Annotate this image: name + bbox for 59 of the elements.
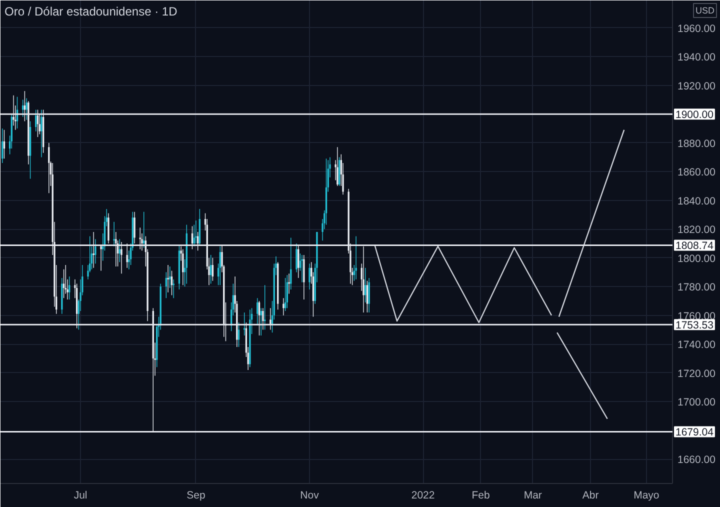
chart-title: Oro / Dólar estadounidense · 1D xyxy=(4,4,178,18)
x-tick-label: Nov xyxy=(300,490,320,502)
candlestick xyxy=(210,254,212,284)
y-tick-label: 1700.00 xyxy=(678,396,716,409)
ref-line-label: 1900.00 xyxy=(676,109,714,122)
y-tick-label: 1720.00 xyxy=(678,368,716,380)
candlestick xyxy=(260,308,262,336)
x-tick-label: Abr xyxy=(582,490,600,502)
x-tick-label: Sep xyxy=(186,490,206,502)
candlestick xyxy=(212,257,214,282)
ref-line-label: 1679.04 xyxy=(676,426,714,439)
line-series xyxy=(374,244,552,324)
candlestick xyxy=(113,222,115,247)
candlestick xyxy=(48,142,50,194)
candlestick xyxy=(118,238,120,262)
y-tick-label: 1960.00 xyxy=(678,22,716,35)
y-tick-label: 1660.00 xyxy=(678,454,716,466)
candlestick xyxy=(308,263,310,290)
candlestick xyxy=(355,236,357,280)
candlestick xyxy=(22,99,24,118)
candlestick xyxy=(68,276,70,300)
ref-line-label: 1753.53 xyxy=(676,320,714,332)
y-tick-label: 1940.00 xyxy=(678,52,716,64)
candlestick xyxy=(167,264,169,293)
y-tick-label: 1780.00 xyxy=(678,282,716,294)
y-tick-label: 1820.00 xyxy=(678,224,716,236)
candlestick xyxy=(193,224,195,247)
candlestick xyxy=(219,246,221,286)
candlestick xyxy=(256,298,258,326)
candlestick xyxy=(366,280,368,313)
y-axis-title: USD xyxy=(696,6,715,16)
y-tick-label: 1740.00 xyxy=(678,339,716,352)
y-tick-label: 1920.00 xyxy=(678,80,716,92)
candlestick xyxy=(172,279,174,298)
candlestick xyxy=(364,268,366,303)
x-tick-label: Mayo xyxy=(634,490,660,502)
candlestick xyxy=(336,146,338,186)
candlestick xyxy=(303,254,305,300)
ref-line-label: 1808.74 xyxy=(676,240,714,252)
y-tick-label: 1860.00 xyxy=(678,166,716,179)
y-tick-label: 1880.00 xyxy=(678,138,716,150)
candlestick xyxy=(40,109,42,158)
candlestick xyxy=(282,298,284,316)
candlestick xyxy=(238,322,240,348)
candlestick xyxy=(62,268,65,298)
candlestick xyxy=(35,109,37,132)
candlestick xyxy=(142,211,145,248)
candlestick xyxy=(26,98,28,120)
y-tick-label: 1800.00 xyxy=(678,252,716,265)
candlestick xyxy=(94,238,96,264)
x-tick-label: 2022 xyxy=(411,490,435,502)
x-tick-label: Feb xyxy=(472,490,490,502)
candlestick xyxy=(296,243,298,273)
candlestick xyxy=(368,278,370,313)
x-tick-label: Mar xyxy=(524,490,542,502)
x-tick-label: Jul xyxy=(74,490,88,502)
candlestick xyxy=(182,248,184,286)
candlestick xyxy=(169,266,171,288)
y-tick-label: 1840.00 xyxy=(678,195,716,208)
